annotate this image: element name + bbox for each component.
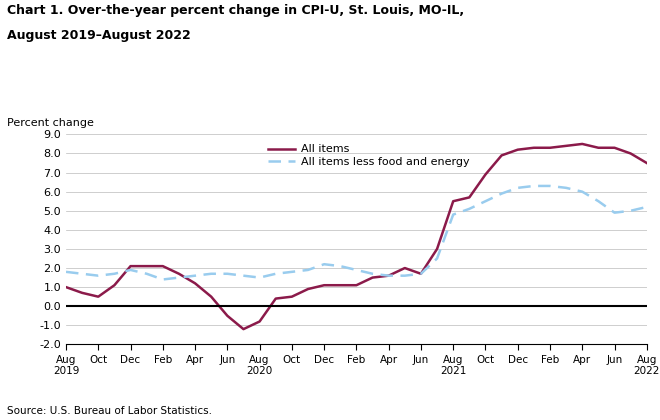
All items less food and energy [159,277,167,282]
All items less food and energy [433,256,441,261]
All items less food and energy [191,273,199,278]
All items less food and energy [368,271,376,276]
All items less food and energy [320,262,328,267]
All items [78,290,86,295]
Text: Percent change: Percent change [7,118,94,128]
All items less food and energy [401,273,409,278]
All items less food and energy [352,268,360,273]
All items [643,160,651,165]
All items [304,286,312,291]
All items [223,313,231,318]
All items [513,147,521,152]
All items less food and energy [643,205,651,210]
All items less food and energy [337,264,345,269]
All items less food and energy [498,191,506,196]
All items less food and energy [110,271,118,276]
All items [288,294,296,299]
All items [627,151,635,156]
All items less food and energy [385,273,393,278]
Text: August 2019–August 2022: August 2019–August 2022 [7,29,190,42]
All items [207,294,215,299]
Line: All items less food and energy: All items less food and energy [66,186,647,279]
Text: Source: U.S. Bureau of Labor Statistics.: Source: U.S. Bureau of Labor Statistics. [7,406,212,416]
All items less food and energy [304,268,312,273]
All items [417,271,425,276]
Line: All items: All items [66,144,647,329]
All items less food and energy [465,206,473,211]
All items [94,294,102,299]
All items [175,271,183,276]
All items [578,142,586,147]
All items [610,145,618,150]
All items less food and energy [207,271,215,276]
All items less food and energy [288,269,296,274]
All items [465,195,473,200]
All items [352,283,360,288]
All items less food and energy [530,184,538,189]
All items less food and energy [513,185,521,190]
All items [191,281,199,286]
All items [498,153,506,158]
Text: Chart 1. Over-the-year percent change in CPI-U, St. Louis, MO-IL,: Chart 1. Over-the-year percent change in… [7,4,464,17]
All items less food and energy [255,275,263,280]
All items [368,275,376,280]
All items less food and energy [175,275,183,280]
All items less food and energy [78,271,86,276]
All items less food and energy [127,268,135,273]
All items [240,327,248,332]
All items [562,143,570,148]
All items less food and energy [562,185,570,190]
All items [272,296,280,301]
All items [401,265,409,270]
All items less food and energy [595,199,603,204]
All items [449,199,457,204]
All items less food and energy [240,273,248,278]
All items less food and energy [143,271,150,276]
All items less food and energy [94,273,102,278]
All items [546,145,554,150]
All items [127,264,135,269]
All items less food and energy [578,189,586,194]
All items less food and energy [223,271,231,276]
All items less food and energy [272,271,280,276]
All items [143,264,150,269]
Legend: All items, All items less food and energy: All items, All items less food and energ… [263,140,474,171]
All items [595,145,603,150]
All items [110,283,118,288]
All items [433,247,441,252]
All items less food and energy [417,271,425,276]
All items [337,283,345,288]
All items less food and energy [610,210,618,215]
All items [159,264,167,269]
All items [320,283,328,288]
All items [530,145,538,150]
All items less food and energy [627,208,635,213]
All items less food and energy [482,199,490,204]
All items less food and energy [62,269,70,274]
All items less food and energy [546,184,554,189]
All items less food and energy [449,212,457,217]
All items [482,172,490,177]
All items [385,273,393,278]
All items [255,319,263,324]
All items [62,285,70,290]
